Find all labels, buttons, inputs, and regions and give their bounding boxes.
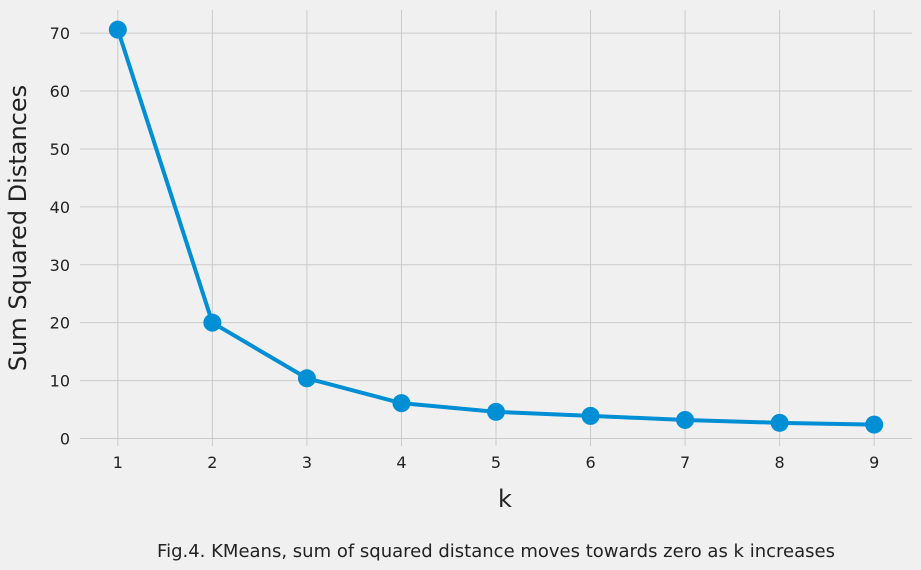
y-tick-label: 60 (50, 82, 70, 101)
data-point-marker (487, 402, 505, 421)
x-tick-label: 9 (869, 453, 879, 472)
x-tick-label: 6 (585, 453, 595, 472)
data-point-marker (676, 410, 695, 429)
data-point-marker (392, 394, 411, 413)
series-layer (108, 20, 884, 434)
data-point-marker (203, 313, 222, 332)
y-axis-title: Sum Squared Distances (4, 85, 32, 371)
y-tick-label: 40 (50, 198, 70, 217)
y-tick-label: 70 (50, 24, 70, 43)
y-tick-label: 30 (50, 256, 70, 275)
figure-caption: Fig.4. KMeans, sum of squared distance m… (157, 541, 835, 562)
x-tick-label: 2 (207, 453, 217, 472)
y-tick-label: 20 (50, 314, 70, 333)
x-tick-label: 8 (775, 453, 785, 472)
x-tick-label: 4 (396, 453, 406, 472)
y-tick-label: 0 (60, 429, 70, 448)
x-tick-label: 3 (302, 453, 312, 472)
data-point-marker (770, 413, 789, 432)
x-tick-label: 7 (680, 453, 690, 472)
data-point-marker (581, 406, 600, 425)
y-tick-label: 50 (50, 140, 70, 159)
y-tick-label: 10 (50, 372, 70, 391)
data-point-marker (108, 20, 127, 39)
label-layer: 1 2 3 4 5 6 7 8 9 0 10 20 30 40 50 60 70 k Sum Squared Dis… (4, 24, 879, 513)
data-point-marker (297, 369, 316, 388)
x-tick-label: 5 (491, 453, 501, 472)
grid-layer (80, 10, 912, 446)
x-axis-title: k (498, 485, 512, 513)
x-tick-label: 1 (113, 453, 123, 472)
data-point-marker (865, 415, 884, 434)
